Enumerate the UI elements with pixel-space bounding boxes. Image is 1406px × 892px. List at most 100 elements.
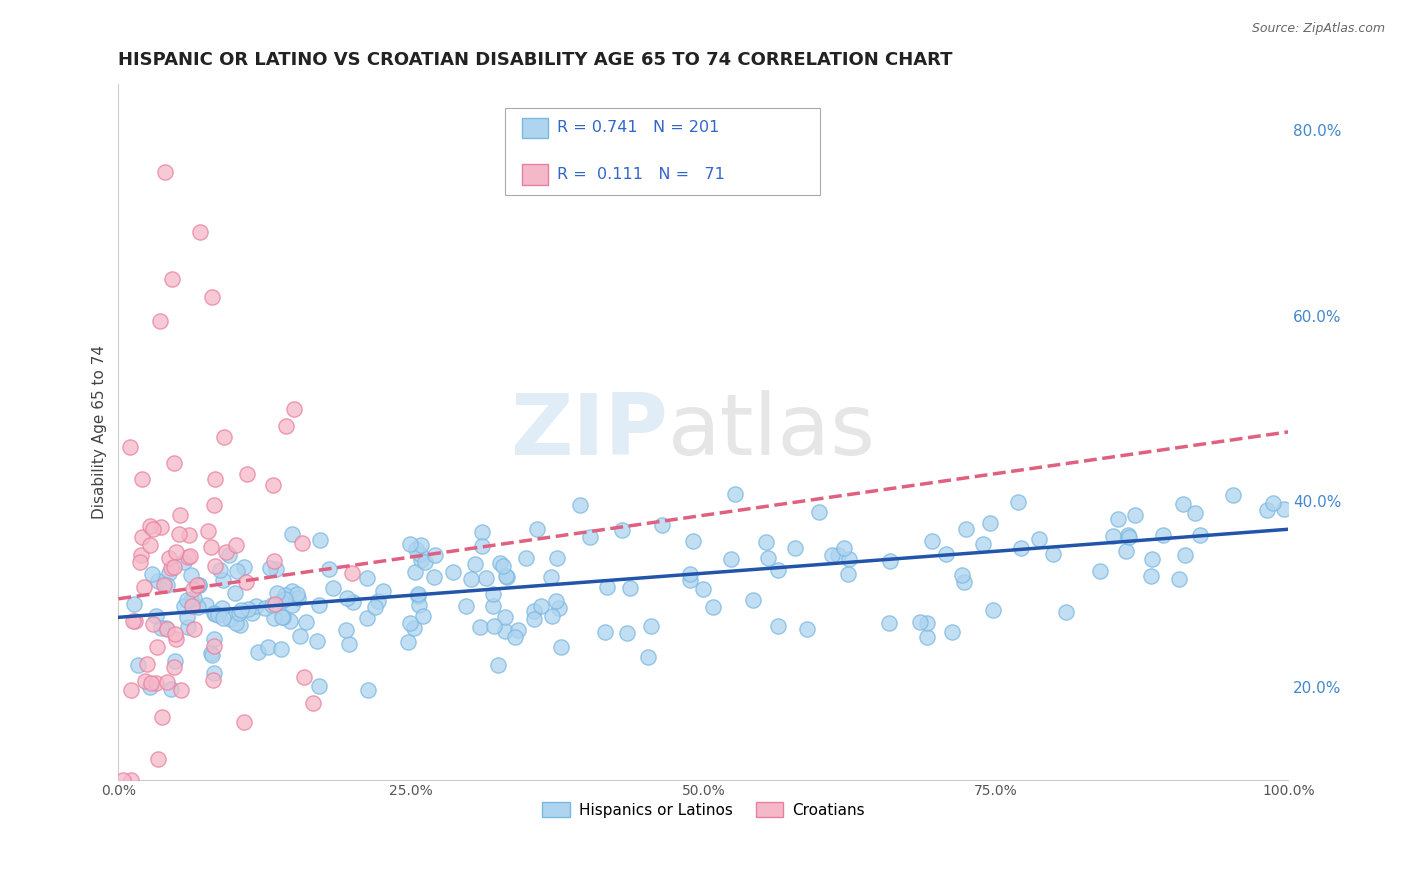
- Point: [215, 545, 238, 559]
- Text: atlas: atlas: [668, 391, 876, 474]
- Point: [202, 499, 225, 513]
- Point: [481, 599, 503, 613]
- Point: [756, 551, 779, 566]
- Point: [468, 620, 491, 634]
- Point: [285, 587, 308, 601]
- Point: [877, 615, 900, 630]
- Point: [879, 554, 901, 568]
- Point: [211, 611, 233, 625]
- Point: [131, 473, 153, 487]
- Point: [160, 271, 183, 285]
- Point: [139, 675, 162, 690]
- Point: [578, 530, 600, 544]
- Y-axis label: Disability Age 65 to 74: Disability Age 65 to 74: [93, 345, 107, 519]
- Point: [915, 616, 938, 631]
- Text: ZIP: ZIP: [510, 391, 668, 474]
- Point: [263, 554, 285, 568]
- Point: [134, 580, 156, 594]
- Point: [412, 609, 434, 624]
- Point: [460, 572, 482, 586]
- Point: [755, 535, 778, 549]
- Point: [981, 602, 1004, 616]
- Point: [404, 565, 426, 579]
- Point: [209, 563, 232, 577]
- Point: [281, 527, 304, 541]
- Point: [1140, 569, 1163, 583]
- Point: [183, 591, 205, 605]
- Point: [266, 586, 288, 600]
- Point: [408, 599, 430, 613]
- Point: [281, 583, 304, 598]
- Point: [129, 548, 152, 562]
- Point: [288, 629, 311, 643]
- Point: [260, 598, 283, 612]
- Point: [950, 568, 973, 582]
- Point: [619, 581, 641, 595]
- Point: [204, 606, 226, 620]
- Point: [1189, 528, 1212, 542]
- Point: [149, 520, 172, 534]
- Point: [1256, 503, 1278, 517]
- Point: [157, 550, 180, 565]
- Point: [908, 615, 931, 630]
- Point: [160, 681, 183, 696]
- Point: [612, 523, 634, 537]
- Point: [231, 603, 253, 617]
- Point: [194, 598, 217, 612]
- Point: [170, 683, 193, 698]
- Point: [204, 558, 226, 573]
- Point: [302, 697, 325, 711]
- Text: HISPANIC OR LATINO VS CROATIAN DISABILITY AGE 65 TO 74 CORRELATION CHART: HISPANIC OR LATINO VS CROATIAN DISABILIT…: [118, 51, 953, 69]
- Point: [1028, 533, 1050, 547]
- Point: [540, 570, 562, 584]
- Point: [124, 614, 146, 628]
- Point: [1115, 544, 1137, 558]
- Point: [156, 675, 179, 690]
- Point: [183, 622, 205, 636]
- Point: [495, 569, 517, 583]
- Point: [236, 602, 259, 616]
- Point: [145, 640, 167, 655]
- Point: [785, 541, 807, 555]
- Point: [1042, 547, 1064, 561]
- Point: [274, 588, 297, 602]
- Point: [263, 611, 285, 625]
- Point: [212, 573, 235, 587]
- Point: [404, 621, 426, 635]
- Point: [165, 545, 187, 559]
- Point: [186, 578, 208, 592]
- Point: [134, 673, 156, 688]
- Point: [139, 538, 162, 552]
- Point: [915, 630, 938, 644]
- Point: [127, 657, 149, 672]
- Point: [264, 598, 287, 612]
- Point: [827, 548, 849, 562]
- Point: [409, 537, 432, 551]
- Point: [526, 522, 548, 536]
- Point: [807, 505, 830, 519]
- Point: [225, 564, 247, 578]
- Point: [766, 563, 789, 577]
- Point: [236, 467, 259, 481]
- Point: [441, 565, 464, 579]
- Point: [837, 566, 859, 581]
- Point: [167, 527, 190, 541]
- Point: [405, 542, 427, 557]
- Point: [204, 607, 226, 621]
- Point: [180, 599, 202, 613]
- Point: [152, 577, 174, 591]
- Point: [796, 622, 818, 636]
- Point: [157, 566, 180, 580]
- Point: [259, 561, 281, 575]
- Point: [139, 519, 162, 533]
- Point: [546, 551, 568, 566]
- Point: [356, 571, 378, 585]
- Point: [212, 429, 235, 443]
- Point: [494, 624, 516, 639]
- Point: [270, 642, 292, 657]
- Point: [399, 616, 422, 631]
- Point: [218, 548, 240, 562]
- Point: [471, 539, 494, 553]
- Point: [225, 538, 247, 552]
- Point: [145, 609, 167, 624]
